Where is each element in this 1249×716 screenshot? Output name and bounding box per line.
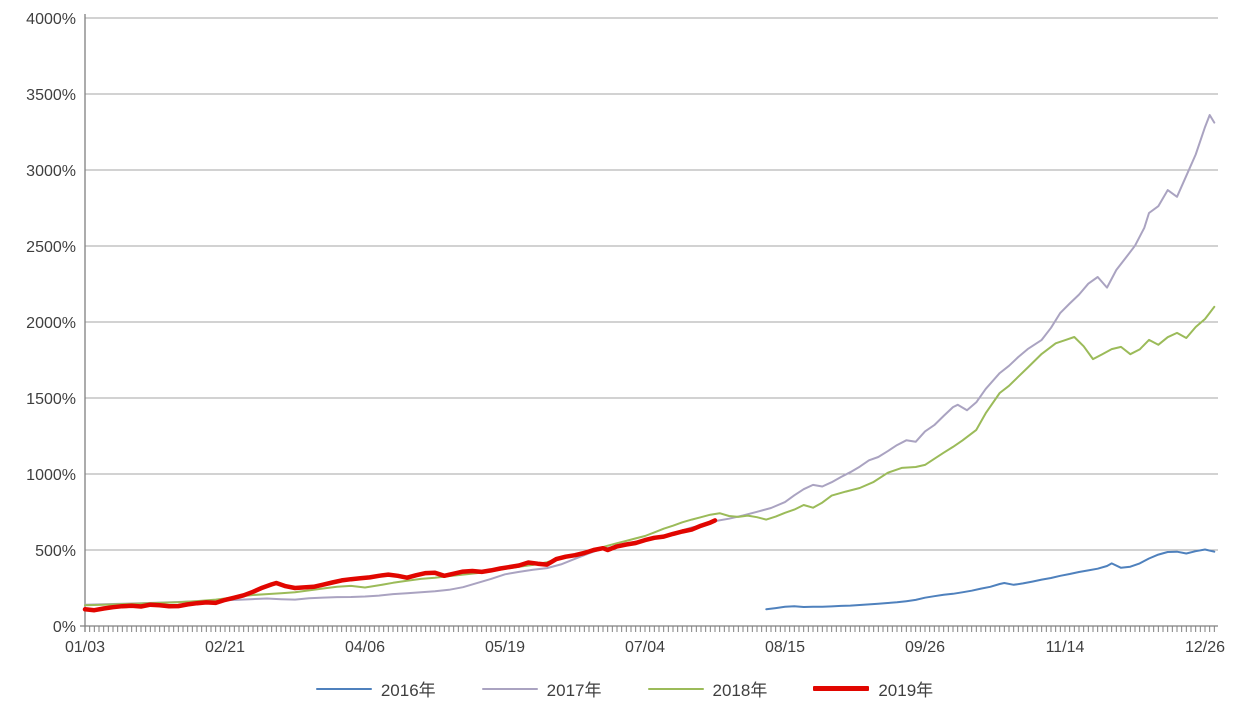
x-axis-label: 05/19 bbox=[485, 639, 525, 656]
x-axis-label: 07/04 bbox=[625, 639, 665, 656]
x-axis-label: 02/21 bbox=[205, 639, 245, 656]
x-axis-label: 08/15 bbox=[765, 639, 805, 656]
series-line-2016 bbox=[765, 548, 1216, 611]
y-axis-label: 2500% bbox=[26, 239, 76, 256]
series-line-2018 bbox=[84, 305, 1216, 607]
chart-legend: 2016年 2017年 2018年 2019年 bbox=[0, 676, 1249, 701]
y-axis-label: 1500% bbox=[26, 391, 76, 408]
x-axis-label: 09/26 bbox=[905, 639, 945, 656]
legend-label: 2018年 bbox=[712, 681, 768, 700]
x-axis-label: 11/14 bbox=[1046, 639, 1085, 656]
legend-label: 2017年 bbox=[546, 681, 602, 700]
x-axis-label: 12/26 bbox=[1185, 639, 1225, 656]
x-axis-label: 01/03 bbox=[65, 639, 105, 656]
legend-item-2016: 2016年 bbox=[315, 676, 436, 701]
x-axis-label: 04/06 bbox=[345, 639, 385, 656]
y-axis-label: 4000% bbox=[26, 11, 76, 28]
legend-item-2019: 2019年 bbox=[813, 676, 933, 701]
legend-item-2018: 2018年 bbox=[647, 676, 768, 701]
legend-label: 2016年 bbox=[380, 681, 436, 700]
y-axis-label: 1000% bbox=[26, 467, 76, 484]
y-axis-label: 500% bbox=[35, 543, 76, 560]
y-axis-label: 3500% bbox=[26, 87, 76, 104]
legend-label: 2019年 bbox=[878, 681, 934, 700]
y-axis-label: 0% bbox=[53, 619, 76, 636]
y-axis-label: 3000% bbox=[26, 163, 76, 180]
legend-line-sample-2019 bbox=[813, 686, 870, 691]
series-line-2019 bbox=[82, 518, 718, 613]
y-axis-label: 2000% bbox=[26, 315, 76, 332]
legend-line-sample-2018 bbox=[647, 687, 704, 690]
legend-line-sample-2017 bbox=[481, 687, 538, 690]
series-line-2017 bbox=[84, 114, 1216, 606]
legend-item-2017: 2017年 bbox=[481, 676, 602, 701]
legend-line-sample-2016 bbox=[315, 687, 372, 690]
